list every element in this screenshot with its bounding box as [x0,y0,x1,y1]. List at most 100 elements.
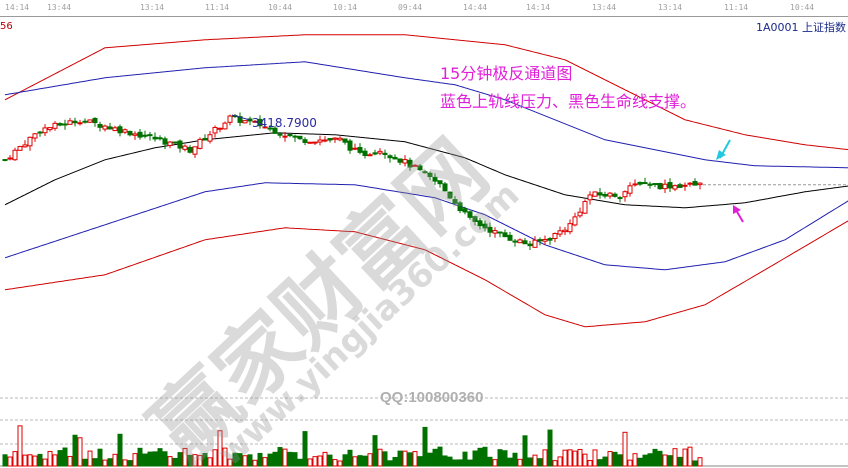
candle-body [367,154,373,157]
candle-body [602,193,608,197]
volume-bar [222,447,228,467]
volume-bar [377,448,383,467]
volume-bar [437,446,443,467]
volume-bar [662,454,668,467]
candle-body [322,139,328,142]
time-tick: 13:44 [592,3,617,12]
volume-bar [57,450,63,467]
candle-body [482,223,488,229]
candle-body [177,140,183,149]
volume-bar [692,460,698,467]
candle-body [572,216,578,226]
candle-body [52,122,58,129]
upper-arrow-head-icon [716,150,726,160]
volume-bar [362,455,368,467]
volume-bar [417,456,423,467]
volume-bar [17,425,23,467]
time-tick: 14:44 [463,3,488,12]
candle-body [582,201,588,214]
candle-body [362,150,368,157]
annotation-line2: 蓝色上轨线压力、黑色生命线支撑。 [440,92,697,111]
candle-body [167,141,173,146]
volume-bar [687,446,693,467]
candle-body [332,137,338,140]
candle-body [512,240,518,243]
volume-bar [172,457,178,467]
symbol-label: 1A0001 上证指数 [755,21,846,34]
candle-body [112,127,118,132]
volume-bar [267,453,273,467]
volume-bar [442,455,448,467]
candle-body [267,127,273,130]
candle-body [252,120,258,123]
left-value-label: 56 [0,21,13,32]
volume-bar [192,454,198,467]
candle-body [347,140,353,151]
volume-bar [647,453,653,467]
volume-bar [302,431,308,467]
candle-body [102,125,108,130]
candle-body [502,232,508,238]
volume-bar [342,454,348,467]
volume-bar [627,459,633,467]
volume-bar [507,457,513,467]
volume-bar [427,452,433,467]
candle-body [612,193,618,197]
volume-bar [532,454,538,467]
volume-bar [202,452,208,467]
candle-body [277,133,283,136]
candle-body [377,150,383,154]
volume-bar [122,459,128,467]
volume-bar [12,451,18,467]
candle-body [472,216,478,222]
candle-body [62,123,68,126]
volume-bar [547,429,553,467]
volume-bar [597,459,603,467]
volume-bar [327,454,333,467]
outer-lower-band [4,220,848,328]
candle-body [212,126,218,134]
candle-body [97,123,103,128]
volume-bar [242,455,248,467]
candle-body [447,191,453,199]
candle-body [397,158,403,163]
candle-body [287,134,293,137]
volume-bar [607,451,613,467]
candle-body [242,120,248,124]
volume-bar [487,456,493,467]
candle-body [557,230,563,235]
volume-bar [522,435,528,467]
volume-bar [382,451,388,467]
volume-bar [657,450,663,467]
candle-body [192,146,198,155]
candle-body [142,134,148,137]
annotation-line1: 15分钟极反通道图 [440,64,573,83]
candle-body [682,184,688,187]
candle-body [292,135,298,138]
candle-body [162,138,168,145]
candle-body [617,197,623,200]
candle-body [197,138,203,149]
candle-body [32,133,38,139]
volume-bar [582,453,588,467]
volume-bar [282,448,288,467]
volume-bar [682,448,688,467]
candle-body [72,120,78,124]
candle-body [597,192,603,196]
candle-body [77,122,83,125]
volume-bar [142,453,148,467]
candle-body [477,220,483,227]
candle-body [122,129,128,133]
candle-body [92,117,98,124]
candle-body [152,136,158,140]
candle-body [282,135,288,138]
candle-body [642,182,648,185]
candle-body [257,118,263,127]
volume-bar [502,450,508,467]
candle-body [57,123,63,126]
candle-body [632,183,638,186]
candle-body [42,127,48,134]
time-tick: 09:44 [398,3,423,12]
volume-bar [292,452,298,467]
volume-bar [422,426,428,467]
